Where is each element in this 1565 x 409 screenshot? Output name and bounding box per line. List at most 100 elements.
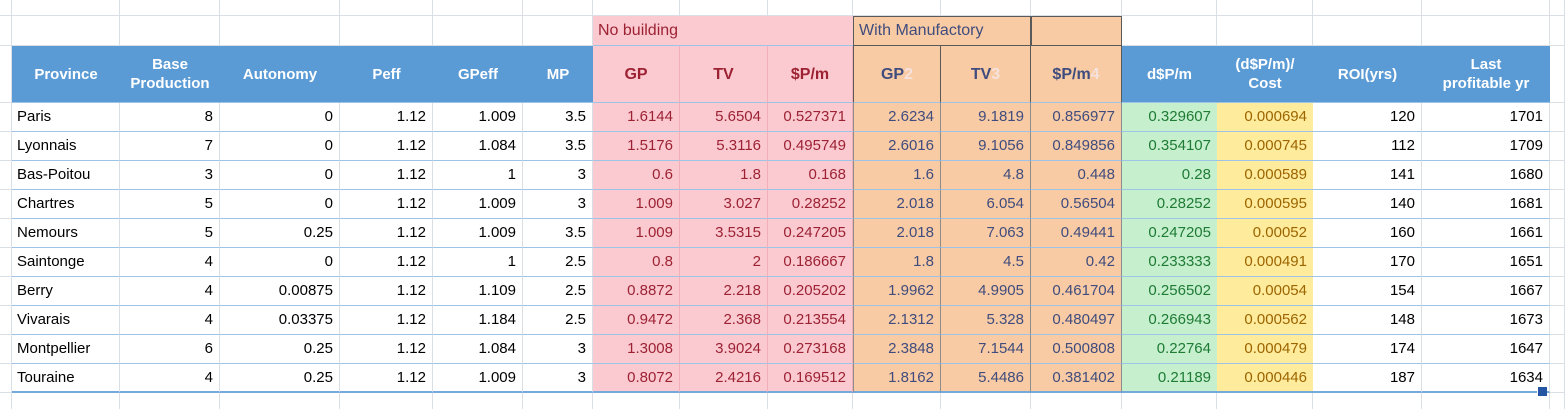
cell-peff[interactable]: 1.12	[340, 335, 433, 364]
empty-cell[interactable]	[1217, 393, 1313, 409]
empty-cell[interactable]	[1550, 219, 1565, 248]
empty-cell[interactable]	[12, 16, 120, 46]
cell-d-pm-cost[interactable]: 0.00054	[1217, 277, 1313, 306]
empty-cell[interactable]	[0, 16, 12, 46]
cell-gpeff[interactable]: 1.084	[433, 132, 523, 161]
cell-mf-gp[interactable]: 2.6016	[853, 132, 941, 161]
cell-autonomy[interactable]: 0.03375	[220, 306, 340, 335]
cell-base[interactable]: 7	[120, 132, 220, 161]
cell-peff[interactable]: 1.12	[340, 277, 433, 306]
empty-cell[interactable]	[941, 0, 1031, 16]
empty-cell[interactable]	[1313, 0, 1422, 16]
empty-cell[interactable]	[1550, 16, 1565, 46]
empty-cell[interactable]	[12, 393, 120, 409]
cell-nb-pm[interactable]: 0.495749	[768, 132, 853, 161]
cell-roi[interactable]: 141	[1313, 161, 1422, 190]
cell-nb-tv[interactable]: 5.3116	[680, 132, 768, 161]
cell-nb-gp[interactable]: 0.8872	[593, 277, 680, 306]
cell-mf-gp[interactable]: 1.6	[853, 161, 941, 190]
empty-cell[interactable]	[0, 46, 12, 103]
cell-mf-pm[interactable]: 0.56504	[1031, 190, 1122, 219]
cell-mf-pm[interactable]: 0.381402	[1031, 364, 1122, 393]
cell-base[interactable]: 8	[120, 103, 220, 132]
empty-cell[interactable]	[0, 190, 12, 219]
cell-gpeff[interactable]: 1.084	[433, 335, 523, 364]
cell-mf-gp[interactable]: 2.018	[853, 219, 941, 248]
cell-province[interactable]: Lyonnais	[12, 132, 120, 161]
cell-mf-tv[interactable]: 4.5	[941, 248, 1031, 277]
cell-mf-pm[interactable]: 0.849856	[1031, 132, 1122, 161]
cell-roi[interactable]: 154	[1313, 277, 1422, 306]
cell-peff[interactable]: 1.12	[340, 306, 433, 335]
empty-cell[interactable]	[593, 0, 680, 16]
cell-mf-gp[interactable]: 1.8162	[853, 364, 941, 393]
cell-mf-tv[interactable]: 6.054	[941, 190, 1031, 219]
empty-cell[interactable]	[1550, 132, 1565, 161]
empty-cell[interactable]	[680, 0, 768, 16]
cell-gpeff[interactable]: 1.184	[433, 306, 523, 335]
empty-cell[interactable]	[1031, 0, 1122, 16]
cell-mf-pm[interactable]: 0.856977	[1031, 103, 1122, 132]
cell-nb-tv[interactable]: 2	[680, 248, 768, 277]
empty-cell[interactable]	[0, 335, 12, 364]
empty-cell[interactable]	[1122, 393, 1217, 409]
cell-base[interactable]: 4	[120, 277, 220, 306]
empty-cell[interactable]	[220, 16, 340, 46]
cell-nb-pm[interactable]: 0.168	[768, 161, 853, 190]
empty-cell[interactable]	[1422, 16, 1550, 46]
col-header-delta-price-per-cost[interactable]: (d$P/m)/ Cost	[1217, 46, 1313, 103]
cell-mf-tv[interactable]: 5.328	[941, 306, 1031, 335]
cell-base[interactable]: 5	[120, 190, 220, 219]
empty-cell[interactable]	[1550, 161, 1565, 190]
cell-mf-pm[interactable]: 0.49441	[1031, 219, 1122, 248]
cell-base[interactable]: 4	[120, 248, 220, 277]
cell-peff[interactable]: 1.12	[340, 103, 433, 132]
empty-cell[interactable]	[433, 16, 523, 46]
cell-nb-gp[interactable]: 1.6144	[593, 103, 680, 132]
cell-last-yr[interactable]: 1661	[1422, 219, 1550, 248]
empty-cell[interactable]	[0, 364, 12, 393]
cell-base[interactable]: 4	[120, 364, 220, 393]
cell-nb-gp[interactable]: 0.8072	[593, 364, 680, 393]
cell-last-yr[interactable]: 1634	[1422, 364, 1550, 393]
cell-mf-gp[interactable]: 1.8	[853, 248, 941, 277]
empty-cell[interactable]	[768, 0, 853, 16]
cell-province[interactable]: Montpellier	[12, 335, 120, 364]
cell-gpeff[interactable]: 1.109	[433, 277, 523, 306]
empty-cell[interactable]	[120, 16, 220, 46]
cell-base[interactable]: 3	[120, 161, 220, 190]
cell-mf-tv[interactable]: 5.4486	[941, 364, 1031, 393]
cell-nb-pm[interactable]: 0.273168	[768, 335, 853, 364]
empty-cell[interactable]	[120, 393, 220, 409]
cell-nb-pm[interactable]: 0.205202	[768, 277, 853, 306]
cell-gpeff[interactable]: 1.009	[433, 103, 523, 132]
cell-nb-tv[interactable]: 3.027	[680, 190, 768, 219]
empty-cell[interactable]	[1550, 0, 1565, 16]
cell-roi[interactable]: 112	[1313, 132, 1422, 161]
empty-cell[interactable]	[1550, 306, 1565, 335]
col-header-roi-years[interactable]: ROI(yrs)	[1313, 46, 1422, 103]
col-header-last-profitable-year[interactable]: Last profitable yr	[1422, 46, 1550, 103]
cell-mf-tv[interactable]: 4.9905	[941, 277, 1031, 306]
cell-nb-pm[interactable]: 0.213554	[768, 306, 853, 335]
col-header-peff[interactable]: Peff	[340, 46, 433, 103]
col-header-delta-price[interactable]: d$P/m	[1122, 46, 1217, 103]
cell-gpeff[interactable]: 1.009	[433, 190, 523, 219]
empty-cell[interactable]	[0, 132, 12, 161]
empty-cell[interactable]	[1122, 0, 1217, 16]
cell-mf-pm[interactable]: 0.500808	[1031, 335, 1122, 364]
cell-province[interactable]: Chartres	[12, 190, 120, 219]
cell-roi[interactable]: 174	[1313, 335, 1422, 364]
cell-province[interactable]: Nemours	[12, 219, 120, 248]
col-header-province[interactable]: Province	[12, 46, 120, 103]
empty-cell[interactable]	[1313, 16, 1422, 46]
empty-cell[interactable]	[1217, 0, 1313, 16]
empty-cell[interactable]	[1550, 335, 1565, 364]
cell-peff[interactable]: 1.12	[340, 364, 433, 393]
cell-mf-gp[interactable]: 1.9962	[853, 277, 941, 306]
cell-nb-tv[interactable]: 5.6504	[680, 103, 768, 132]
empty-cell[interactable]	[1217, 16, 1313, 46]
cell-mf-pm[interactable]: 0.461704	[1031, 277, 1122, 306]
cell-peff[interactable]: 1.12	[340, 190, 433, 219]
cell-mf-tv[interactable]: 7.1544	[941, 335, 1031, 364]
